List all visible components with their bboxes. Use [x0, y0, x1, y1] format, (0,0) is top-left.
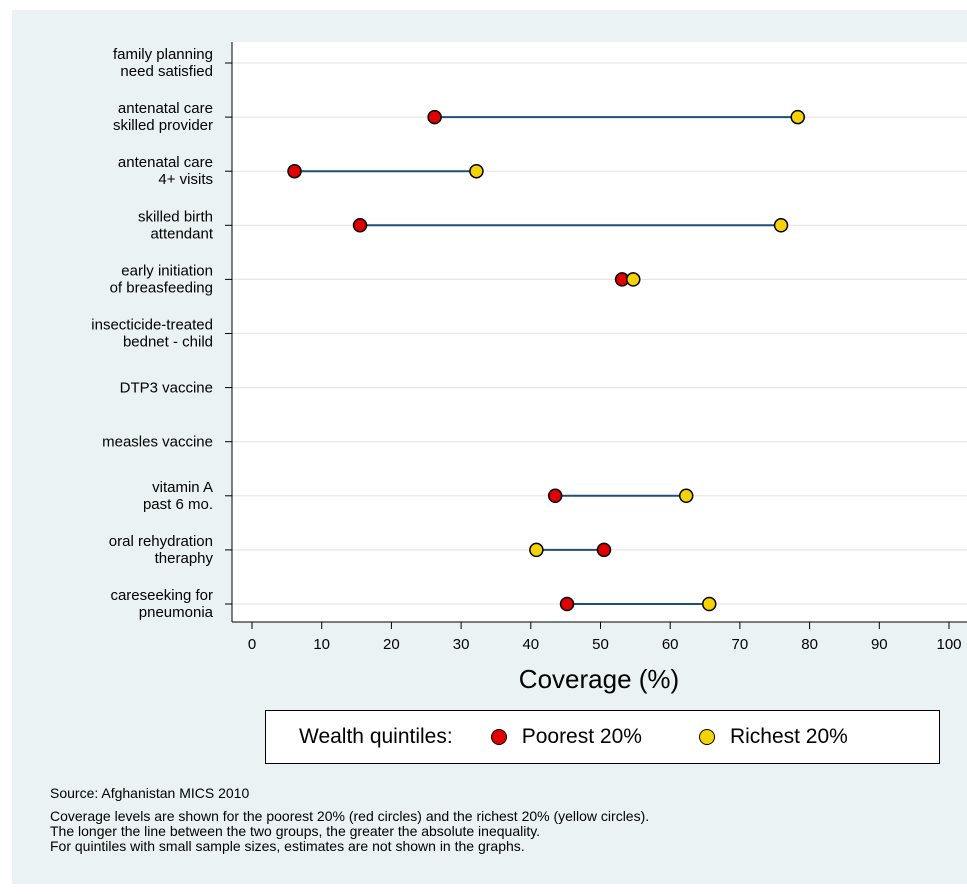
legend-red-circle-icon — [490, 729, 507, 745]
x-tick-label: 100 — [936, 636, 961, 653]
x-tick-label: 10 — [313, 636, 330, 653]
footnotes: Coverage levels are shown for the poores… — [50, 809, 649, 854]
richest-point — [469, 163, 484, 179]
plot-area — [232, 42, 967, 622]
x-tick-label: 90 — [871, 636, 888, 653]
richest-point — [529, 542, 544, 558]
poorest-point — [596, 542, 612, 558]
category-label: measles vaccine — [102, 434, 213, 451]
legend-label-richest: Richest 20% — [729, 725, 848, 748]
category-label: antenatal care 4+ visits — [118, 154, 213, 188]
x-tick-label: 20 — [383, 636, 400, 653]
legend-item-richest: Richest 20% — [698, 725, 848, 749]
poorest-point — [287, 163, 302, 179]
category-label: family planning need satisfied — [113, 46, 213, 80]
legend-label-poorest: Poorest 20% — [521, 725, 642, 748]
category-label: skilled birth attendant — [138, 208, 214, 242]
footnote-line: Coverage levels are shown for the poores… — [50, 808, 650, 824]
richest-point — [626, 272, 641, 287]
x-tick-label: 40 — [522, 636, 539, 653]
legend-item-poorest: Poorest 20% — [490, 725, 642, 749]
richest-point — [701, 596, 717, 612]
x-tick-label: 50 — [592, 636, 609, 653]
footnote-line: For quintiles with small sample sizes, e… — [50, 838, 525, 854]
richest-point — [678, 488, 694, 504]
x-tick-label: 0 — [248, 636, 256, 653]
x-tick-label: 80 — [801, 636, 818, 653]
legend-yellow-circle-icon — [698, 729, 715, 745]
category-label: antenatal care skilled provider — [113, 100, 213, 134]
category-label: early initiation of breasfeeding — [110, 262, 213, 296]
poorest-point — [427, 109, 442, 125]
poorest-point — [559, 596, 575, 612]
x-tick-label: 30 — [453, 636, 470, 653]
richest-point — [773, 218, 789, 233]
source-note: Source: Afghanistan MICS 2010 — [50, 785, 250, 801]
poorest-point — [547, 488, 563, 504]
category-label: oral rehydration theraphy — [109, 533, 214, 567]
footnote-line: The longer the line between the two grou… — [50, 823, 541, 839]
richest-point — [790, 109, 806, 125]
x-tick-label: 60 — [662, 636, 679, 653]
category-label: DTP3 vaccine — [120, 380, 213, 397]
legend-title: Wealth quintiles: — [299, 725, 453, 748]
category-label: insecticide-treated bednet - child — [91, 317, 213, 351]
legend: Wealth quintiles: Poorest 20% Richest 20… — [265, 710, 940, 764]
x-axis-title: Coverage (%) — [519, 664, 679, 694]
poorest-point — [352, 218, 368, 233]
x-tick-label: 70 — [732, 636, 749, 653]
category-label: careseeking for pneumonia — [110, 587, 213, 621]
